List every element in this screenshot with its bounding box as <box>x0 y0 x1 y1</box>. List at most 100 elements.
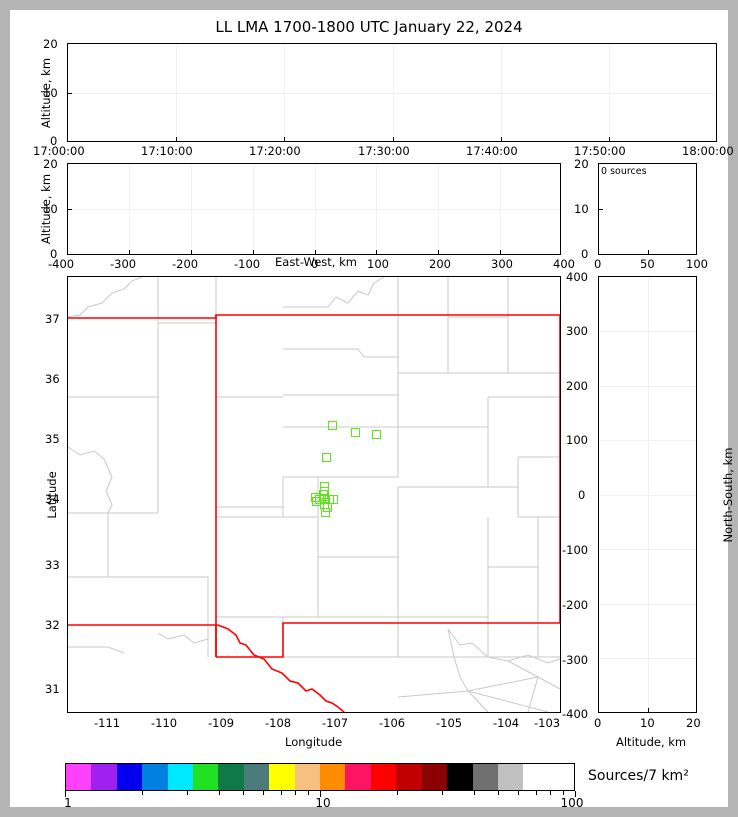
colorbar-minor-tick <box>535 791 537 795</box>
colorbar-swatch-6 <box>218 764 244 790</box>
map-ns-neg400: -400 <box>562 707 589 721</box>
colorbar-swatch-9 <box>294 764 321 790</box>
map-ns-300: 300 <box>566 324 588 338</box>
panel2-xlabel: East-West, km <box>275 255 357 269</box>
map-ns-100: 100 <box>566 433 588 447</box>
panel2-xtick-7: 300 <box>491 257 513 271</box>
colorbar-swatch-16 <box>472 764 498 790</box>
colorbar-swatch-17 <box>497 764 524 790</box>
panel2-xtick-1: -300 <box>110 257 137 271</box>
map-lat-36: 36 <box>45 372 60 386</box>
colorbar-minor-tick <box>308 791 310 795</box>
map-lon-109: -109 <box>208 716 235 730</box>
panel1-ytick-0: 0 <box>50 134 58 148</box>
figure-title: LL LMA 1700-1800 UTC January 22, 2024 <box>215 18 523 36</box>
map-lat-37: 37 <box>45 312 60 326</box>
colorbar-swatch-10 <box>320 764 346 790</box>
map-lat-35: 35 <box>45 432 60 446</box>
colorbar-swatch-14 <box>421 764 448 790</box>
panel3-xtick-50: 50 <box>640 257 655 271</box>
panel2-xtick-0: -400 <box>48 257 75 271</box>
panel2-ytick-0: 0 <box>50 247 58 261</box>
colorbar-swatch-0 <box>66 764 92 790</box>
map-ns-0: 0 <box>578 488 586 502</box>
panel3-ytick-10: 10 <box>574 202 589 216</box>
colorbar-minor-tick <box>280 791 282 795</box>
panel-altitude-vs-time[interactable] <box>67 43 717 142</box>
map-ns-200: 200 <box>566 379 588 393</box>
panel-altitude-vs-east-west[interactable] <box>67 163 561 255</box>
map-lon-104: -104 <box>493 716 520 730</box>
colorbar-swatch-11 <box>345 764 371 790</box>
colorbar-min-label: 1 <box>64 796 72 810</box>
map-lon-110: -110 <box>151 716 178 730</box>
panel2-xtick-2: -200 <box>172 257 199 271</box>
colorbar-swatch-19 <box>548 764 575 790</box>
panel2-ytick-10: 10 <box>43 202 58 216</box>
colorbar-minor-tick <box>396 791 398 795</box>
colorbar-max-label: 100 <box>560 796 584 810</box>
colorbar-mid-label: 10 <box>315 796 331 810</box>
colorbar-swatch-5 <box>193 764 219 790</box>
colorbar-swatch-15 <box>447 764 473 790</box>
panel2-ytick-20: 20 <box>43 157 58 171</box>
source-marker <box>350 428 360 438</box>
source-marker <box>372 429 382 439</box>
colorbar-minor-tick <box>518 791 520 795</box>
source-marker <box>321 453 331 463</box>
map-xlabel-longitude: Longitude <box>285 735 343 749</box>
panel2-xtick-4: 0 <box>311 257 319 271</box>
colorbar-swatch-7 <box>243 764 270 790</box>
panel-sources-histogram[interactable] <box>598 163 697 255</box>
map-geography <box>68 277 560 712</box>
sources-count-annotation: 0 sources <box>601 166 647 177</box>
colorbar-swatch-4 <box>167 764 194 790</box>
source-marker <box>323 503 333 513</box>
colorbar[interactable] <box>65 763 575 791</box>
panel1-xtick-6: 18:00:00 <box>682 144 734 158</box>
map-lon-105: -105 <box>436 716 463 730</box>
source-marker <box>312 496 322 506</box>
panel1-xtick-3: 17:30:00 <box>358 144 410 158</box>
colorbar-minor-tick <box>441 791 443 795</box>
map-lon-107: -107 <box>322 716 349 730</box>
panel3-xtick-100: 100 <box>686 257 708 271</box>
colorbar-swatch-18 <box>523 764 549 790</box>
colorbar-major-tick <box>575 791 576 797</box>
source-marker <box>320 508 330 518</box>
panel1-ytick-10: 10 <box>43 86 58 100</box>
colorbar-title: Sources/7 km² <box>588 768 689 784</box>
colorbar-minor-tick <box>563 791 565 795</box>
panel2-xtick-3: -100 <box>234 257 261 271</box>
colorbar-swatch-2 <box>116 764 143 790</box>
panel2-xtick-6: 200 <box>429 257 451 271</box>
panel5-xtick-0: 0 <box>594 716 602 730</box>
map-lat-34: 34 <box>45 492 60 506</box>
colorbar-minor-tick <box>141 791 143 795</box>
map-lon-111: -111 <box>94 716 121 730</box>
panel-plan-view-map[interactable] <box>67 276 561 713</box>
colorbar-major-tick <box>320 791 321 797</box>
colorbar-swatch-8 <box>269 764 295 790</box>
source-marker <box>319 481 329 491</box>
source-marker <box>329 494 339 504</box>
colorbar-swatch-12 <box>370 764 397 790</box>
map-lon-103: -103 <box>534 716 561 730</box>
colorbar-swatch-3 <box>142 764 168 790</box>
panel-north-south-vs-altitude[interactable] <box>598 276 697 713</box>
source-marker <box>319 487 329 497</box>
panel1-ytick-20: 20 <box>43 37 58 51</box>
panel5-xtick-10: 10 <box>640 716 655 730</box>
panel1-xtick-0: 17:00:00 <box>33 144 85 158</box>
colorbar-minor-tick <box>498 791 500 795</box>
panel5-xtick-20: 20 <box>686 716 701 730</box>
panel3-ytick-20: 20 <box>574 157 589 171</box>
colorbar-major-tick <box>65 791 66 797</box>
panel3-ytick-0: 0 <box>581 247 589 261</box>
colorbar-minor-tick <box>218 791 220 795</box>
panel2-xtick-5: 100 <box>367 257 389 271</box>
colorbar-swatch-1 <box>91 764 117 790</box>
panel5-ylabel-north-south: North-South, km <box>721 447 735 543</box>
colorbar-minor-tick <box>550 791 552 795</box>
colorbar-minor-tick <box>473 791 475 795</box>
